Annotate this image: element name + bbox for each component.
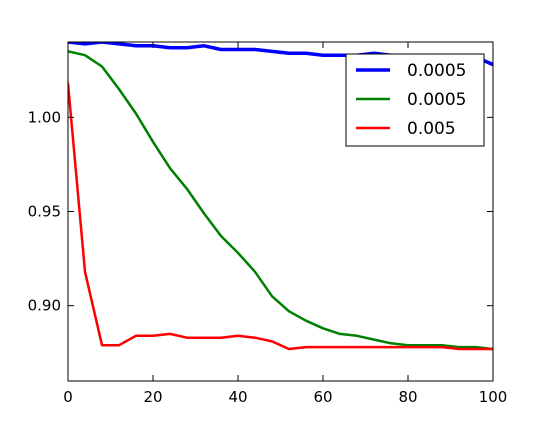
x-tick-label: 20 (143, 388, 162, 406)
legend-label-3: 0.005 (407, 119, 456, 139)
x-tick-label: 0 (63, 388, 73, 406)
legend: 0.0005 0.0005 0.005 (345, 53, 485, 147)
legend-label-1: 0.0005 (407, 61, 466, 81)
x-tick-label: 60 (313, 388, 332, 406)
y-tick-label: 0.95 (28, 203, 61, 221)
x-tick-label: 40 (228, 388, 247, 406)
ticks-layer: 0 20 40 60 80 100 0.90 0.95 1.00 (28, 42, 508, 406)
y-tick-label: 1.00 (28, 108, 61, 126)
x-tick-label: 80 (398, 388, 417, 406)
series-line-2 (68, 50, 493, 351)
series-line-3 (68, 82, 493, 351)
y-tick-label: 0.90 (28, 297, 61, 315)
x-tick-label: 100 (479, 388, 508, 406)
legend-label-2: 0.0005 (407, 90, 466, 110)
